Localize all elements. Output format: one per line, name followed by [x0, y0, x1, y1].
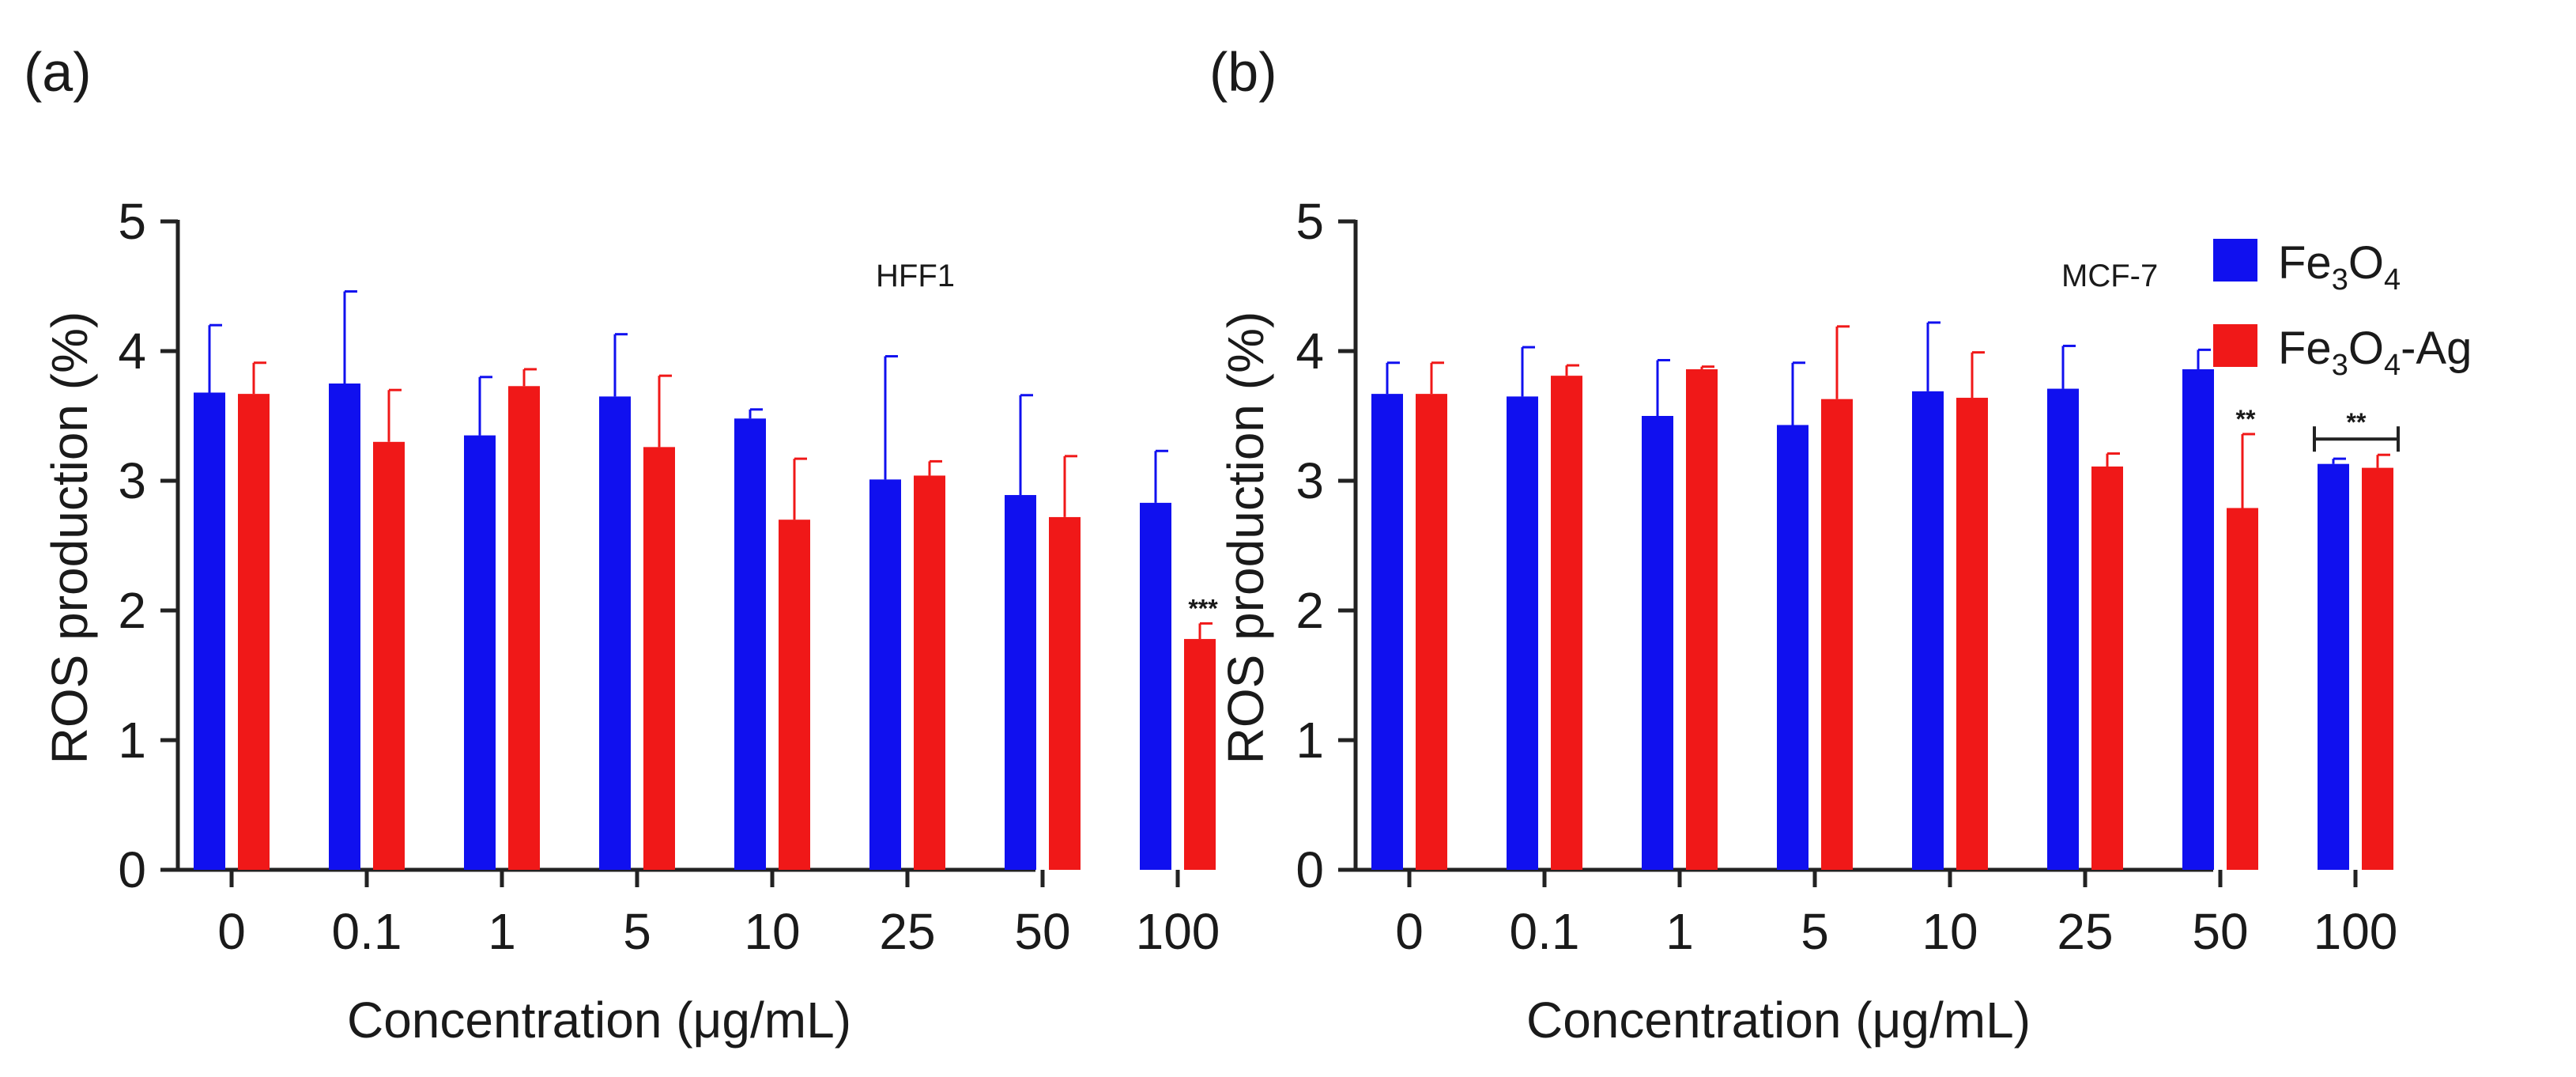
panel-a-bar-fe3o4-ag: [1049, 516, 1081, 870]
panel-a-x-tick-label: 100: [1136, 903, 1220, 960]
panel-b-bar-fe3o4-ag: [1956, 398, 1988, 870]
panel-a-bar-fe3o4-ag: [238, 394, 270, 870]
panel-b-significance-label: **: [2236, 405, 2256, 433]
panel-a-bar-fe3o4-ag: [643, 447, 675, 870]
panel-a-bar-fe3o4: [464, 435, 496, 870]
panel-a-y-tick-label: 3: [118, 452, 146, 509]
panel-a-x-tick-label: 0: [217, 903, 246, 960]
panel-a-bar-fe3o4-ag: [373, 441, 405, 870]
legend: Fe3O4 Fe3O4-Ag: [2213, 237, 2472, 382]
panel-a-bar-fe3o4-ag: [779, 520, 810, 870]
panel-b-bar-fe3o4: [1777, 425, 1808, 870]
panel-b-bar-fe3o4: [2047, 388, 2079, 870]
panel-a-bar-fe3o4-ag: [1184, 639, 1216, 870]
panel-b-bar-fe3o4: [1371, 394, 1403, 870]
panel-b-x-tick-label: 0.1: [1510, 903, 1580, 960]
panel-b-bar-fe3o4: [1642, 416, 1673, 870]
panel-a-bar-fe3o4: [734, 418, 766, 870]
panel-a-bar-fe3o4: [1005, 495, 1036, 870]
panel-b-bar-fe3o4: [1912, 391, 1944, 871]
legend-label-fe3o4-ag: Fe3O4-Ag: [2278, 323, 2472, 382]
panel-b-bar-fe3o4-ag: [2362, 467, 2393, 870]
panel-b-bar-fe3o4-ag: [2091, 466, 2123, 870]
panel-a-bar-fe3o4: [194, 392, 225, 871]
legend-swatch-fe3o4: [2213, 239, 2257, 282]
panel-b-x-axis-title: Concentration (μg/mL): [1526, 992, 2031, 1049]
panel-a-y-axis-title: ROS production (%): [41, 312, 98, 765]
panel-b-bar-fe3o4: [2182, 368, 2214, 871]
panel-a-x-tick-label: 50: [1014, 903, 1070, 960]
panel-b-x-tick-label: 0: [1395, 903, 1424, 960]
panel-b-bar-fe3o4-ag: [2227, 508, 2258, 870]
panel-b-x-tick-label: 100: [2314, 903, 2398, 960]
panel-b-x-tick-label: 50: [2192, 903, 2248, 960]
panel-a-y-tick-label: 2: [118, 582, 146, 639]
panel-b-bar-fe3o4-ag: [1416, 394, 1447, 870]
panel-b-bar-fe3o4-ag: [1686, 368, 1718, 871]
panel-b-bar-fe3o4: [2318, 463, 2349, 870]
panel-b-y-tick-label: 2: [1296, 582, 1324, 639]
panel-b-bar-fe3o4: [1507, 396, 1538, 870]
panel-a-bar-fe3o4: [599, 396, 631, 870]
panel-b-bar-fe3o4-ag: [1551, 376, 1582, 870]
panel-a-y-tick-label: 4: [118, 323, 146, 380]
panel-a-x-tick-label: 25: [879, 903, 935, 960]
panel-a-bar-fe3o4: [1140, 502, 1171, 870]
panel-b-label: (b): [1209, 41, 1277, 103]
chart-panel-hff1: (a) ROS production (%) Concentration (μg…: [24, 41, 1220, 1049]
panel-b-y-tick-label: 5: [1296, 193, 1324, 250]
panel-a-label: (a): [24, 41, 92, 103]
panel-b-y-axis-title: ROS production (%): [1217, 312, 1274, 765]
panel-a-y-tick-label: 0: [118, 841, 146, 898]
legend-label-fe3o4: Fe3O4: [2278, 237, 2401, 297]
panel-a-y-tick-label: 1: [118, 712, 146, 769]
panel-b-x-tick-label: 5: [1801, 903, 1829, 960]
panel-b-y-tick-label: 3: [1296, 452, 1324, 509]
chart-panel-mcf7: (b) ROS production (%) Concentration (μg…: [1209, 41, 2400, 1049]
panel-a-cell-line-label: HFF1: [876, 259, 955, 293]
panel-a-x-tick-label: 5: [623, 903, 651, 960]
panel-a-x-tick-label: 10: [744, 903, 800, 960]
panel-a-bar-fe3o4: [869, 479, 901, 870]
panel-a-x-tick-label: 1: [488, 903, 516, 960]
panel-a-bar-fe3o4-ag: [508, 386, 540, 870]
panel-b-x-tick-label: 10: [1922, 903, 1978, 960]
panel-a-x-axis-title: Concentration (μg/mL): [347, 992, 851, 1049]
panel-b-y-tick-label: 4: [1296, 323, 1324, 380]
panel-b-y-tick-label: 1: [1296, 712, 1324, 769]
panel-a-significance-label: ***: [1188, 594, 1218, 622]
panel-a-bar-fe3o4-ag: [914, 475, 945, 870]
panel-b-x-tick-label: 1: [1665, 903, 1694, 960]
panel-b-bar-fe3o4-ag: [1821, 399, 1853, 870]
panel-a-y-tick-label: 5: [118, 193, 146, 250]
legend-swatch-fe3o4-ag: [2213, 324, 2257, 367]
panel-a-x-tick-label: 0.1: [332, 903, 402, 960]
panel-b-cell-line-label: MCF-7: [2061, 259, 2158, 293]
panel-b-x-tick-label: 25: [2057, 903, 2113, 960]
panel-a-bar-fe3o4: [329, 384, 360, 870]
panel-b-significance-label: **: [2347, 408, 2367, 436]
panel-b-y-tick-label: 0: [1296, 841, 1324, 898]
